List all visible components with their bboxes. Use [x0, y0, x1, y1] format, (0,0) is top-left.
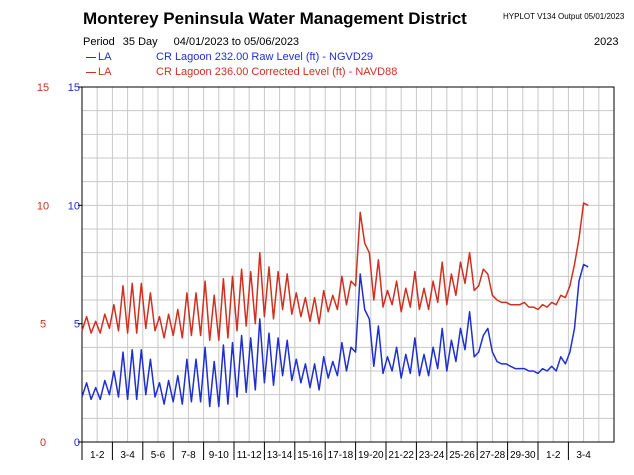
- year-label: 2023: [594, 36, 619, 48]
- x-tick-label: 15-16: [297, 450, 323, 461]
- period-info: Period 35 Day 04/01/2023 to 05/06/2023: [83, 36, 299, 48]
- legend-swatch-raw: [86, 56, 96, 58]
- legend-label-corrected: CR Lagoon 236.00 Corrected Level (ft) - …: [156, 66, 398, 78]
- legend-swatch-corrected: [86, 71, 96, 73]
- x-tick-label: 21-22: [388, 450, 414, 461]
- y-tick-label-left: 5: [40, 319, 46, 331]
- x-tick-label: 3-4: [576, 450, 591, 461]
- legend-item-raw-level: LA CR Lagoon 232.00 Raw Level (ft) - NGVD…: [86, 51, 373, 65]
- x-tick-label: 3-4: [120, 450, 135, 461]
- grid: [82, 87, 614, 442]
- series-group: [81, 202, 589, 408]
- legend-item-corrected-level: LA CR Lagoon 236.00 Corrected Level (ft) …: [86, 66, 397, 80]
- x-tick-label: 17-18: [328, 450, 354, 461]
- x-tick-label: 1-2: [546, 450, 561, 461]
- legend-label-raw: CR Lagoon 232.00 Raw Level (ft) - NGVD29: [156, 51, 374, 63]
- y-tick-label-right: 15: [68, 82, 80, 94]
- legend-code-raw: LA: [98, 51, 112, 63]
- period-days: 35 Day: [122, 36, 158, 48]
- x-tick-label: 13-14: [267, 450, 293, 461]
- y-tick-label-right: 10: [68, 200, 80, 212]
- y-axis-left: 0 5 10 15: [37, 82, 49, 449]
- y-tick-label-left: 0: [40, 437, 46, 449]
- y-tick-label-left: 10: [37, 200, 49, 212]
- series-line-corrected-level: [81, 202, 589, 341]
- x-tick-label: 7-8: [181, 450, 196, 461]
- x-tick-label: 25-26: [449, 450, 475, 461]
- y-tick-label-left: 15: [37, 82, 49, 94]
- x-tick-label: 29-30: [510, 450, 536, 461]
- x-tick-label: 19-20: [358, 450, 384, 461]
- y-tick-label-right: 5: [74, 319, 80, 331]
- x-axis: 1-2 3-4 5-6 7-8 9-10 11-12 13-14 15-16 17-18 19-2…: [81, 442, 591, 461]
- period-label: Period: [83, 36, 115, 48]
- x-tick-label: 1-2: [90, 450, 105, 461]
- x-tick-label: 11-12: [237, 450, 262, 461]
- y-tick-label-right: 0: [74, 437, 80, 449]
- x-tick-label: 27-28: [480, 450, 506, 461]
- legend-code-corrected: LA: [98, 66, 112, 78]
- date-range: 04/01/2023 to 05/06/2023: [173, 36, 300, 48]
- chart-title: Monterey Peninsula Water Management Dist…: [83, 9, 467, 28]
- y-axis-right: 0 5 10 15: [68, 82, 82, 449]
- x-tick-label: 23-24: [419, 450, 445, 461]
- x-tick-label: 9-10: [209, 450, 229, 461]
- x-tick-label: 5-6: [151, 450, 166, 461]
- series-line-raw-level: [81, 263, 589, 408]
- plot-area: [81, 86, 615, 443]
- plot-version-meta: HYPLOT V134 Output 05/01/2023: [503, 12, 625, 21]
